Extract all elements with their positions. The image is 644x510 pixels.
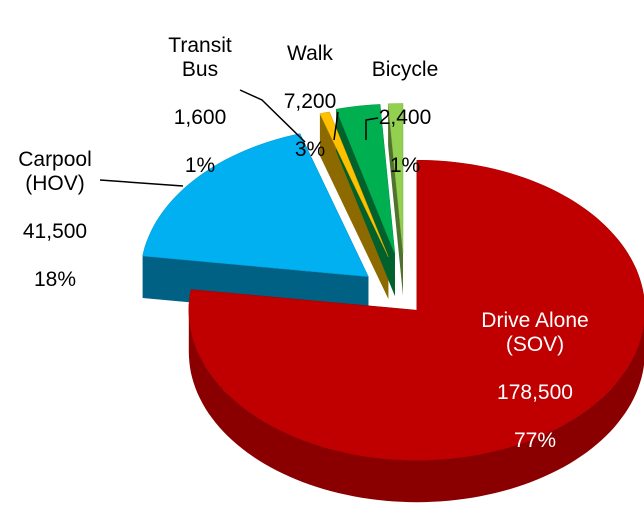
slice-label: Carpool (HOV) 41,500 18% bbox=[5, 124, 105, 316]
slice-label: Walk 7,200 3% bbox=[270, 18, 350, 186]
leader-line bbox=[99, 179, 184, 187]
slice bbox=[142, 133, 369, 277]
slice-wall bbox=[188, 310, 644, 503]
category-label: Transit Bus bbox=[168, 34, 232, 81]
percent-label: 77% bbox=[513, 429, 557, 452]
slice-label: Drive Alone (SOV) 178,500 77% bbox=[460, 285, 610, 477]
leader-line bbox=[365, 117, 379, 140]
value-label: 2,400 bbox=[378, 106, 432, 129]
leader-line bbox=[333, 111, 339, 141]
percent-label: 1% bbox=[184, 154, 216, 177]
slice bbox=[319, 111, 389, 257]
value-label: 41,500 bbox=[22, 220, 88, 243]
slice bbox=[335, 104, 396, 255]
category-label: Walk bbox=[287, 42, 333, 65]
slice-label: Bicycle 2,400 1% bbox=[355, 34, 455, 202]
percent-label: 18% bbox=[33, 268, 77, 291]
slice-side bbox=[388, 103, 403, 296]
slice-label: Transit Bus 1,600 1% bbox=[155, 10, 245, 202]
value-label: 1,600 bbox=[173, 106, 227, 129]
percent-label: 1% bbox=[389, 154, 421, 177]
leader-line bbox=[239, 89, 306, 143]
category-label: Bicycle bbox=[371, 58, 439, 81]
slice bbox=[387, 103, 404, 254]
percent-label: 3% bbox=[294, 138, 326, 161]
category-label: Drive Alone (SOV) bbox=[481, 309, 589, 356]
category-label: Carpool (HOV) bbox=[18, 148, 92, 195]
value-label: 178,500 bbox=[497, 381, 573, 404]
value-label: 7,200 bbox=[283, 90, 337, 113]
slice bbox=[188, 159, 644, 461]
